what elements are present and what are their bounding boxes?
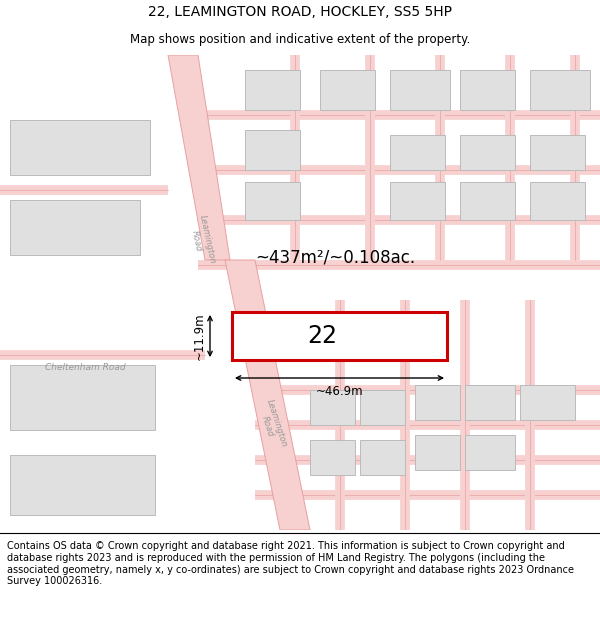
Bar [460, 182, 515, 220]
Bar [320, 70, 375, 110]
Bar [530, 70, 590, 110]
Bar [310, 440, 355, 475]
Bar [460, 135, 515, 170]
Bar [232, 312, 447, 360]
Text: ~11.9m: ~11.9m [193, 312, 206, 360]
Text: ~46.9m: ~46.9m [316, 385, 364, 398]
Bar [10, 365, 155, 430]
Text: Leamington
Road: Leamington Road [187, 214, 217, 266]
Text: Leamington
Road: Leamington Road [255, 398, 289, 452]
Text: Cheltenham Road: Cheltenham Road [44, 362, 125, 371]
Bar [460, 70, 515, 110]
Text: ~437m²/~0.108ac.: ~437m²/~0.108ac. [255, 248, 415, 266]
Bar [390, 182, 445, 220]
Polygon shape [225, 260, 310, 530]
Polygon shape [168, 55, 230, 260]
Bar [360, 440, 405, 475]
Text: Contains OS data © Crown copyright and database right 2021. This information is : Contains OS data © Crown copyright and d… [7, 541, 574, 586]
Bar [360, 390, 405, 425]
Bar [10, 120, 150, 175]
Bar [530, 182, 585, 220]
Text: 22, LEAMINGTON ROAD, HOCKLEY, SS5 5HP: 22, LEAMINGTON ROAD, HOCKLEY, SS5 5HP [148, 5, 452, 19]
Bar [390, 135, 445, 170]
Bar [415, 385, 460, 420]
Text: 22: 22 [307, 324, 337, 348]
Bar [245, 182, 300, 220]
Bar [310, 390, 355, 425]
Bar [520, 385, 575, 420]
Bar [415, 435, 460, 470]
Bar [245, 70, 300, 110]
Bar [10, 200, 140, 255]
Bar [245, 130, 300, 170]
Text: Map shows position and indicative extent of the property.: Map shows position and indicative extent… [130, 33, 470, 46]
Bar [10, 455, 155, 515]
Bar [465, 435, 515, 470]
Bar [390, 70, 450, 110]
Bar [465, 385, 515, 420]
Bar [530, 135, 585, 170]
